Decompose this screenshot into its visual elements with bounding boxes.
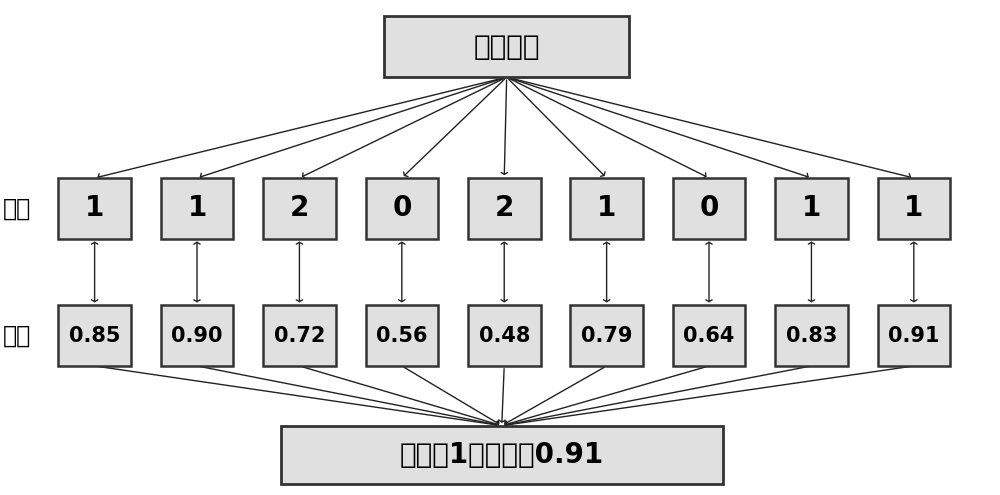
FancyBboxPatch shape [468,178,541,239]
Text: 0: 0 [392,195,412,222]
Text: 2: 2 [495,195,514,222]
Text: 1: 1 [802,195,821,222]
FancyBboxPatch shape [161,305,233,366]
FancyBboxPatch shape [775,178,848,239]
Text: 0.85: 0.85 [69,326,120,346]
Text: 解译模型: 解译模型 [473,33,540,61]
FancyBboxPatch shape [878,305,950,366]
Text: 0.72: 0.72 [274,326,325,346]
FancyBboxPatch shape [570,305,643,366]
FancyBboxPatch shape [878,178,950,239]
FancyBboxPatch shape [58,178,131,239]
Text: 分类为1，可靠性0.91: 分类为1，可靠性0.91 [400,441,604,469]
Text: 概率: 概率 [3,324,31,347]
FancyBboxPatch shape [161,178,233,239]
FancyBboxPatch shape [384,16,629,77]
Text: 0.56: 0.56 [376,326,428,346]
Text: 0: 0 [699,195,719,222]
Text: 1: 1 [597,195,616,222]
FancyBboxPatch shape [263,178,336,239]
FancyBboxPatch shape [58,305,131,366]
FancyBboxPatch shape [263,305,336,366]
Text: 1: 1 [904,195,923,222]
Text: 1: 1 [187,195,207,222]
Text: 0.48: 0.48 [479,326,530,346]
FancyBboxPatch shape [673,178,745,239]
FancyBboxPatch shape [366,178,438,239]
Text: 0.64: 0.64 [683,326,735,346]
Text: 0.91: 0.91 [888,326,940,346]
FancyBboxPatch shape [468,305,541,366]
Text: 0.90: 0.90 [171,326,223,346]
FancyBboxPatch shape [775,305,848,366]
FancyBboxPatch shape [281,426,723,485]
Text: 0.79: 0.79 [581,326,632,346]
FancyBboxPatch shape [570,178,643,239]
Text: 0.83: 0.83 [786,326,837,346]
Text: 类别: 类别 [3,197,31,220]
Text: 2: 2 [290,195,309,222]
FancyBboxPatch shape [366,305,438,366]
Text: 1: 1 [85,195,104,222]
FancyBboxPatch shape [673,305,745,366]
